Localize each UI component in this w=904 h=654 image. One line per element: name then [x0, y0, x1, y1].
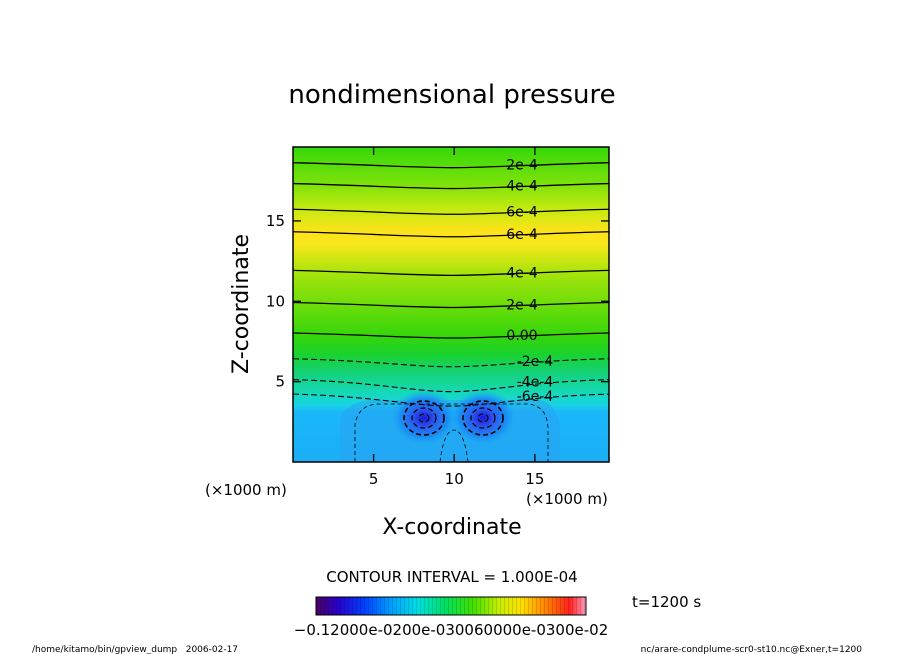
contour-label: -6e-4 [517, 389, 554, 405]
x-tick-label: 10 [445, 470, 464, 488]
y-tick-label: 10 [266, 292, 285, 310]
low-pressure-cell-left [390, 390, 458, 446]
center-gap-dashed [439, 429, 469, 462]
contour-label: 4e-4 [506, 265, 538, 281]
time-label: t=1200 s [632, 593, 701, 611]
y-axis-label: Z-coordinate [229, 234, 254, 374]
footer-left: /home/kitamo/bin/gpview_dump 2006-02-17 [32, 645, 238, 654]
contour-interval: CONTOUR INTERVAL = 1.000E-04 [326, 568, 577, 586]
contour-line [293, 393, 609, 407]
contour-line [293, 332, 609, 339]
contour-label: 4e-4 [506, 179, 538, 195]
y-unit-label: (×1000 m) [205, 481, 287, 499]
contour-label: 0.00 [506, 328, 537, 344]
contour-line [293, 208, 609, 215]
x-ticks: 5 10 15 [369, 147, 544, 488]
x-axis-label: X-coordinate [382, 515, 521, 540]
footer-right: nc/arare-condplume-scr0-st10.nc@Exner,t=… [641, 645, 863, 654]
plot-area: 2e-4 4e-4 6e-4 6e-4 4e-4 2e-4 0.00 -2e-4 -4e-4-6… [293, 147, 609, 462]
colorbar [315, 596, 587, 616]
bubble-outline-dashed [354, 403, 549, 462]
y-tick-label: 5 [275, 373, 285, 391]
contour-line [293, 269, 609, 277]
contour-line [293, 301, 609, 309]
contour-line [293, 162, 609, 169]
low-pressure-cell-right [449, 390, 517, 446]
y-tick-label: 15 [266, 212, 285, 230]
contour-line [293, 182, 609, 190]
plot-frame [292, 146, 610, 463]
x-unit-label: (×1000 m) [526, 490, 608, 508]
contour-line [293, 231, 609, 238]
colorbar-labels: −0.12000e-0200e-030060000e-0300e-02 [294, 621, 609, 639]
contour-label: 6e-4 [506, 204, 538, 220]
contour-label: -4e-4 [517, 375, 554, 391]
x-tick-label: 15 [525, 470, 544, 488]
contour-label: -2e-4 [517, 354, 554, 370]
x-tick-label: 5 [369, 470, 379, 488]
chart-title: nondimensional pressure [288, 80, 615, 110]
contour-line [293, 379, 609, 393]
contour-label: 6e-4 [506, 227, 538, 243]
cell-contours [403, 400, 504, 436]
contour-label: 2e-4 [506, 158, 538, 174]
y-ticks: 5 10 15 [266, 212, 609, 391]
contour-label: 2e-4 [506, 298, 538, 314]
contour-line [293, 358, 609, 368]
contour-lines: 2e-4 4e-4 6e-4 6e-4 4e-4 2e-4 0.00 -2e-4 -4e-4-6… [293, 158, 609, 407]
